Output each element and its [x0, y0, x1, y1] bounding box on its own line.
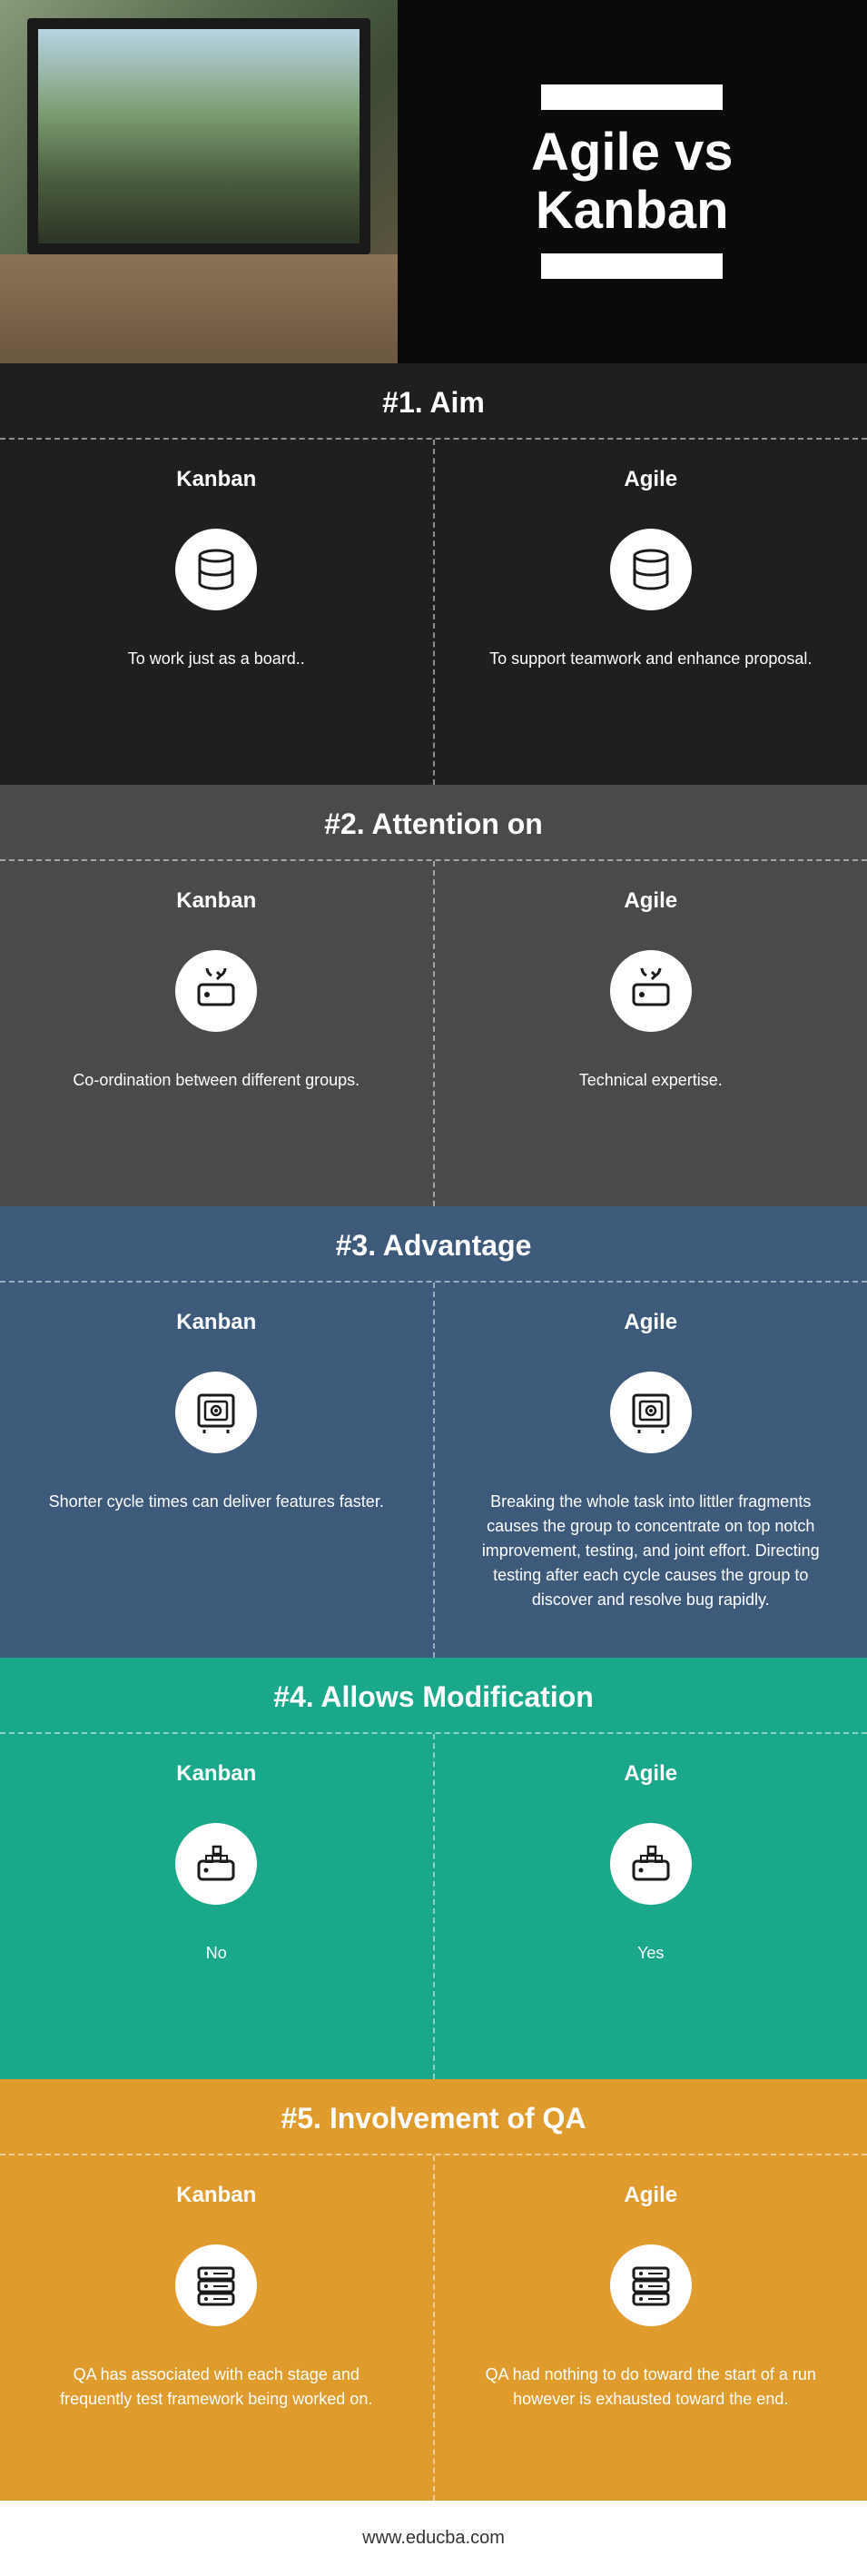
- section-2: #2. Attention on Kanban Co-ordination be…: [0, 785, 867, 1206]
- agile-column-2: Agile Technical expertise.: [435, 861, 867, 1206]
- agile-label: Agile: [624, 1761, 677, 1787]
- agile-text-2: Technical expertise.: [579, 1068, 723, 1093]
- title-bar-top: [541, 84, 723, 110]
- agile-label: Agile: [624, 1310, 677, 1335]
- server-icon: [175, 2244, 257, 2326]
- section-header-5: #5. Involvement of QA: [0, 2079, 867, 2155]
- kanban-text-5: QA has associated with each stage and fr…: [44, 2363, 389, 2412]
- kanban-text-4: No: [206, 1941, 227, 1966]
- drive-tree-icon: [175, 1823, 257, 1905]
- safe-icon: [175, 1372, 257, 1453]
- page-title: Agile vs Kanban: [434, 124, 832, 240]
- agile-label: Agile: [624, 467, 677, 492]
- section-3: #3. Advantage Kanban Shorter cycle times…: [0, 1206, 867, 1658]
- agile-column-5: Agile QA had nothing to do toward the st…: [435, 2155, 867, 2501]
- section-header-1: #1. Aim: [0, 363, 867, 440]
- kanban-text-1: To work just as a board..: [128, 647, 305, 671]
- server-icon: [610, 2244, 692, 2326]
- kanban-text-2: Co-ordination between different groups.: [73, 1068, 360, 1093]
- section-body-5: Kanban QA has associated with each stage…: [0, 2155, 867, 2501]
- kanban-column-1: Kanban To work just as a board..: [0, 440, 435, 785]
- hero: Agile vs Kanban: [0, 0, 867, 363]
- kanban-text-3: Shorter cycle times can deliver features…: [49, 1490, 384, 1514]
- agile-text-3: Breaking the whole task into littler fra…: [478, 1490, 823, 1612]
- title-bar-bottom: [541, 253, 723, 279]
- section-body-2: Kanban Co-ordination between different g…: [0, 861, 867, 1206]
- kanban-label: Kanban: [176, 467, 256, 492]
- harddrive-icon: [175, 950, 257, 1032]
- kanban-label: Kanban: [176, 1310, 256, 1335]
- section-body-1: Kanban To work just as a board.. Agile T…: [0, 440, 867, 785]
- section-1: #1. Aim Kanban To work just as a board..…: [0, 363, 867, 785]
- database-icon: [175, 529, 257, 610]
- section-4: #4. Allows Modification Kanban No Agile …: [0, 1658, 867, 2079]
- kanban-label: Kanban: [176, 1761, 256, 1787]
- hero-title-block: Agile vs Kanban: [398, 0, 867, 363]
- database-icon: [610, 529, 692, 610]
- section-header-3: #3. Advantage: [0, 1206, 867, 1283]
- agile-column-1: Agile To support teamwork and enhance pr…: [435, 440, 867, 785]
- kanban-column-2: Kanban Co-ordination between different g…: [0, 861, 435, 1206]
- agile-text-1: To support teamwork and enhance proposal…: [489, 647, 812, 671]
- section-body-4: Kanban No Agile Yes: [0, 1734, 867, 2079]
- section-5: #5. Involvement of QA Kanban QA has asso…: [0, 2079, 867, 2501]
- drive-tree-icon: [610, 1823, 692, 1905]
- agile-column-4: Agile Yes: [435, 1734, 867, 2079]
- section-body-3: Kanban Shorter cycle times can deliver f…: [0, 1283, 867, 1658]
- agile-label: Agile: [624, 888, 677, 914]
- harddrive-icon: [610, 950, 692, 1032]
- kanban-column-5: Kanban QA has associated with each stage…: [0, 2155, 435, 2501]
- agile-text-5: QA had nothing to do toward the start of…: [478, 2363, 823, 2412]
- kanban-column-3: Kanban Shorter cycle times can deliver f…: [0, 1283, 435, 1658]
- kanban-label: Kanban: [176, 888, 256, 914]
- hero-image: [0, 0, 398, 363]
- section-header-4: #4. Allows Modification: [0, 1658, 867, 1734]
- agile-text-4: Yes: [637, 1941, 664, 1966]
- safe-icon: [610, 1372, 692, 1453]
- kanban-column-4: Kanban No: [0, 1734, 435, 2079]
- agile-label: Agile: [624, 2183, 677, 2208]
- kanban-label: Kanban: [176, 2183, 256, 2208]
- section-header-2: #2. Attention on: [0, 785, 867, 861]
- agile-column-3: Agile Breaking the whole task into littl…: [435, 1283, 867, 1658]
- footer-url: www.educba.com: [0, 2501, 867, 2576]
